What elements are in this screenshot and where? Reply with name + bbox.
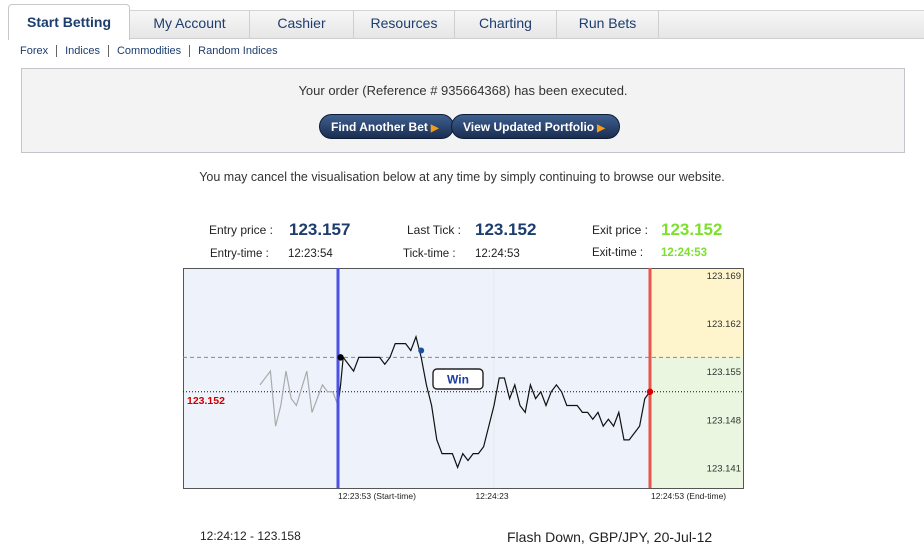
main-tab-bar: Start Betting My Account Cashier Resourc… (0, 0, 924, 40)
y-tick-label: 123.155 (707, 367, 741, 378)
find-another-bet-button[interactable]: Find Another Bet ▶ (319, 114, 454, 139)
entry-time-value: 12:23:54 (288, 248, 333, 260)
trade-series-line (337, 334, 651, 470)
last-tick-value: 123.152 (475, 220, 537, 239)
chart-caption: Flash Down, GBP/JPY, 20-Jul-12 (507, 529, 713, 545)
subnav-indices[interactable]: Indices (57, 45, 109, 57)
x-tick-label: 12:23:53 (Start-time) (338, 491, 416, 501)
subnav-forex[interactable]: Forex (12, 45, 58, 57)
order-confirmation-box: Your order (Reference # 935664368) has b… (21, 68, 905, 153)
order-confirmation-text: Your order (Reference # 935664368) has b… (298, 83, 628, 98)
entry-price-value: 123.157 (289, 220, 351, 239)
view-updated-portfolio-button[interactable]: View Updated Portfolio ▶ (451, 114, 620, 139)
hover-readout: 12:24:12 - 123.158 (200, 529, 301, 543)
last-tick-label: Last Tick : (407, 223, 462, 237)
exit-price-value: 123.152 (661, 220, 723, 239)
last-tick-marker (418, 347, 425, 354)
tab-run-bets[interactable]: Run Bets (557, 10, 659, 39)
find-another-bet-label: Find Another Bet (331, 120, 428, 134)
y-tick-label: 123.169 (707, 271, 741, 282)
tab-resources[interactable]: Resources (354, 10, 455, 39)
current-price-label: 123.152 (187, 395, 225, 407)
tab-bar-background (130, 10, 924, 39)
price-tick-chart: 123.169 123.162 123.155 123.148 123.141 123.1… (183, 268, 744, 501)
win-zone-fill (650, 269, 743, 358)
entry-time-label: Entry-time : (210, 248, 269, 260)
x-tick-label: 12:24:23 (475, 491, 508, 501)
exit-price-label: Exit price : (592, 223, 649, 237)
entry-price-label: Entry price : (209, 223, 274, 237)
tab-start-betting[interactable]: Start Betting (8, 4, 130, 40)
view-updated-portfolio-label: View Updated Portfolio (463, 120, 595, 134)
subnav-random-indices[interactable]: Random Indices (198, 45, 278, 57)
win-label: Win (447, 373, 469, 387)
x-tick-label: 12:24:53 (End-time) (651, 491, 726, 501)
tick-time-label: Tick-time : (403, 248, 456, 260)
tick-time-value: 12:24:53 (475, 248, 520, 260)
exit-time-value: 12:24:53 (661, 247, 708, 259)
tab-my-account[interactable]: My Account (130, 10, 250, 39)
sub-navigation: Forex Indices Commodities Random Indices (12, 43, 286, 59)
pre-entry-series-line (259, 369, 339, 427)
arrow-right-icon: ▶ (430, 123, 439, 134)
y-tick-label: 123.141 (707, 463, 741, 474)
loss-zone-fill (650, 357, 743, 488)
entry-point-marker (337, 354, 344, 361)
tab-cashier[interactable]: Cashier (250, 10, 354, 39)
visualisation-note: You may cancel the visualisation below a… (199, 170, 725, 184)
exit-point-marker (646, 388, 654, 395)
y-tick-label: 123.162 (707, 319, 741, 330)
y-tick-label: 123.148 (707, 415, 741, 426)
exit-time-label: Exit-time : (592, 247, 644, 259)
arrow-right-icon: ▶ (597, 123, 605, 134)
win-label-box (432, 368, 484, 390)
subnav-commodities[interactable]: Commodities (109, 45, 191, 57)
tab-charting[interactable]: Charting (455, 10, 557, 39)
